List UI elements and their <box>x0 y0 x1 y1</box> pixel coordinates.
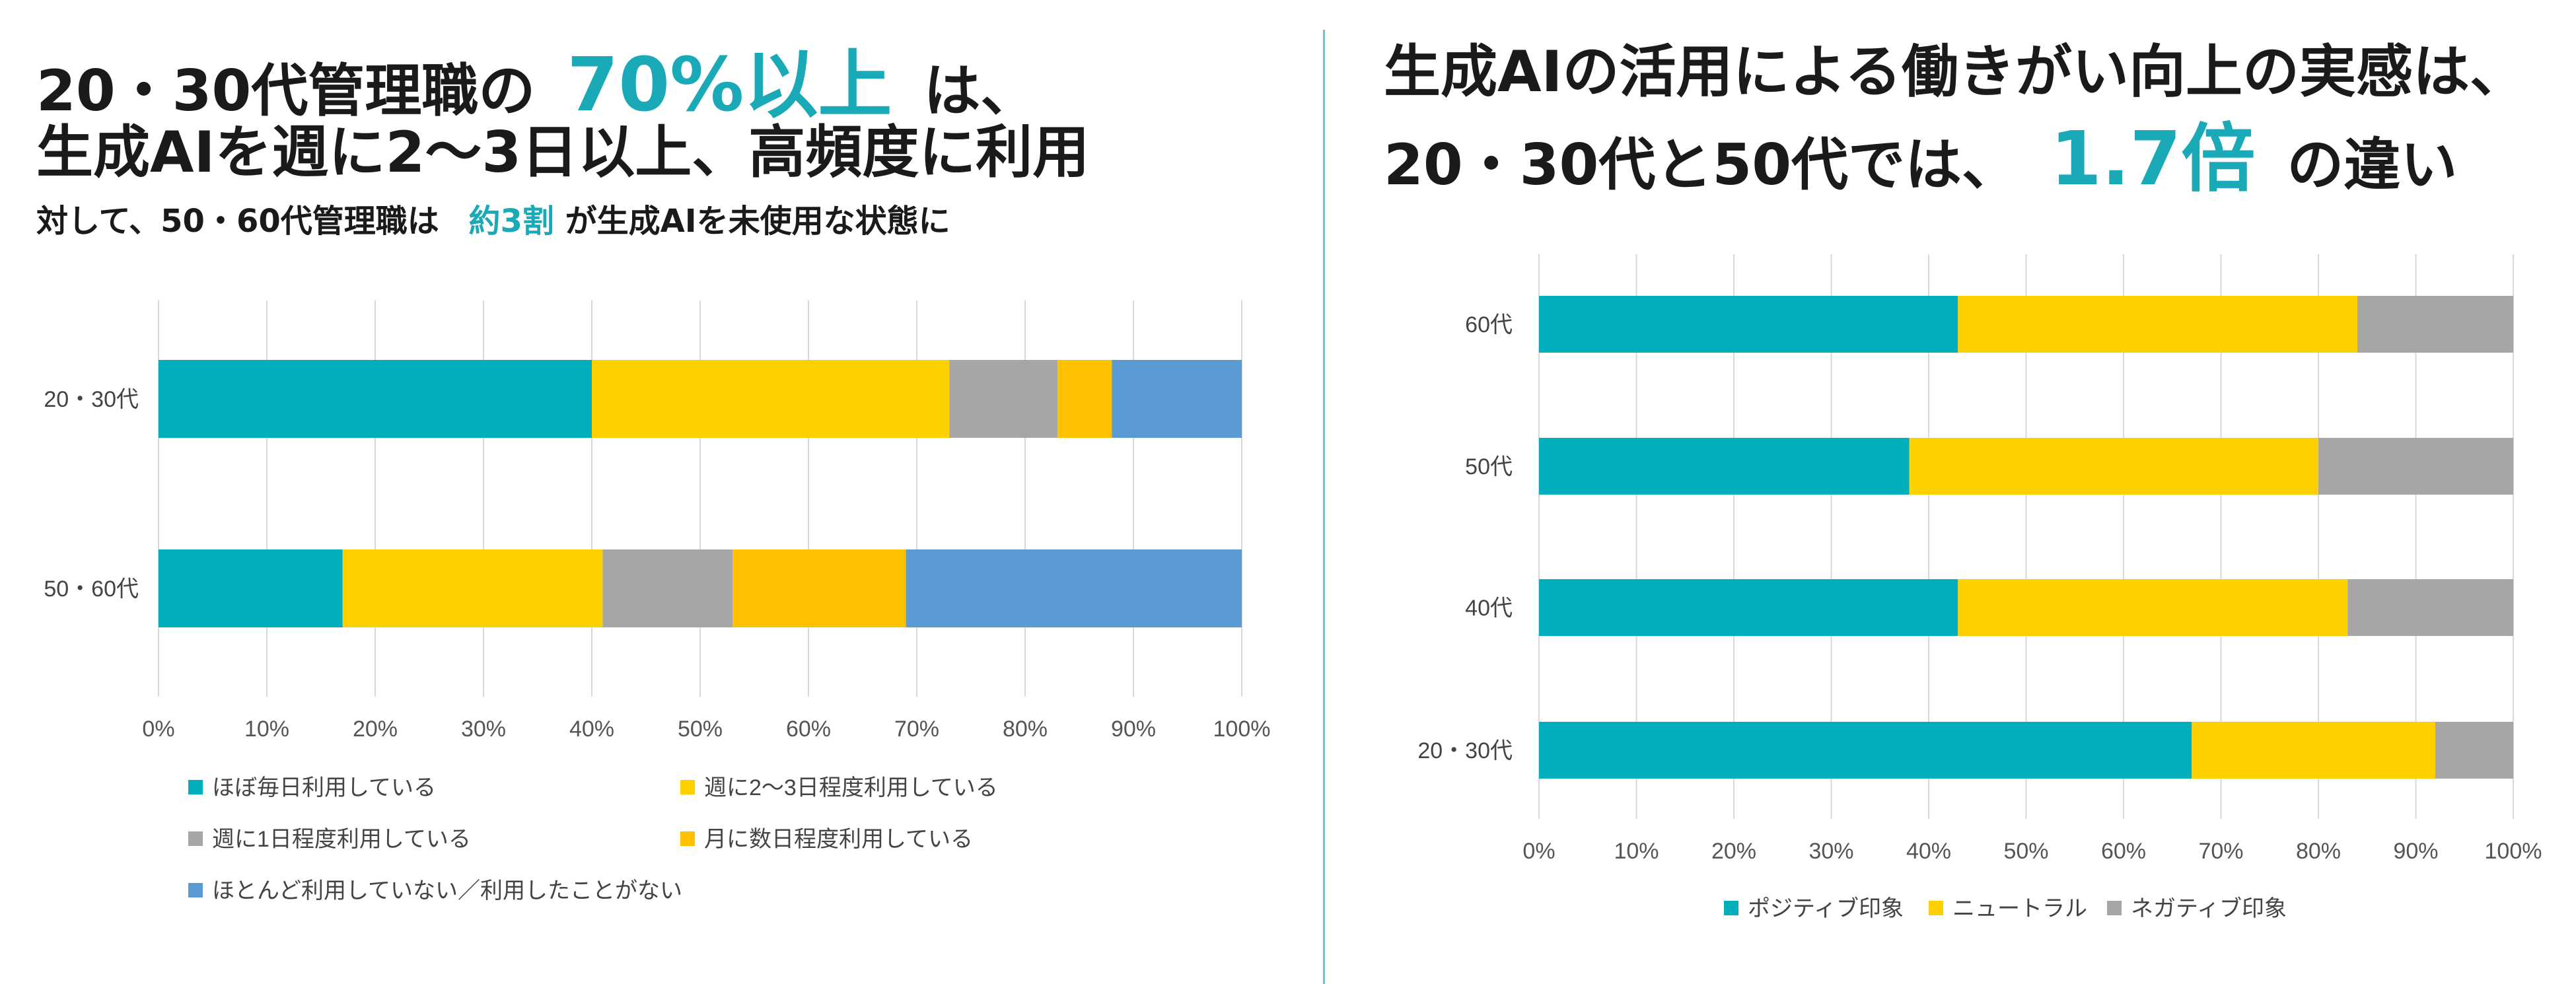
right-bar-1-1 <box>1909 438 2318 495</box>
left-headline-line2: 生成AIを週に2〜3日以上、高頻度に利用 <box>36 120 1090 186</box>
left-bar-0-1 <box>592 360 950 438</box>
right-x-tick-label: 40% <box>1906 839 1951 864</box>
left-category-label: 20・30代 <box>44 387 139 412</box>
right-x-tick-label: 70% <box>2198 839 2243 864</box>
left-x-tick-label: 60% <box>786 717 831 742</box>
right-x-tick-label: 0% <box>1522 839 1555 864</box>
right-legend-label: ネガティブ印象 <box>2131 896 2287 921</box>
left-x-tick-label: 30% <box>461 717 506 742</box>
right-x-tick-label: 30% <box>1808 839 1853 864</box>
right-legend-swatch <box>1724 901 1738 915</box>
left-bar-0-3 <box>1057 360 1112 438</box>
left-headline-pre: 20・30代管理職の <box>36 58 536 124</box>
left-bar-1-1 <box>342 549 603 627</box>
right-x-tick-label: 20% <box>1711 839 1756 864</box>
left-sub-highlight: 約3割 <box>468 203 554 240</box>
right-legend-label: ニュートラル <box>1952 896 2087 921</box>
right-bar-0-0 <box>1539 296 1958 353</box>
right-legend-swatch <box>1929 901 1943 915</box>
left-headline-post: は、 <box>923 58 1038 124</box>
right-category-label: 50代 <box>1465 454 1513 479</box>
left-legend-label: ほぼ毎日利用している <box>212 775 436 800</box>
left-bar-0-0 <box>159 360 592 438</box>
right-x-tick-label: 80% <box>2296 839 2341 864</box>
right-headline-pre: 20・30代と50代では、 <box>1384 132 2019 198</box>
right-x-tick-label: 10% <box>1614 839 1659 864</box>
right-headline-highlight: 1.7倍 <box>2050 116 2256 202</box>
panel-divider <box>1323 30 1325 984</box>
right-category-label: 20・30代 <box>1417 738 1513 763</box>
left-x-tick-label: 0% <box>142 717 174 742</box>
left-bar-0-4 <box>1112 360 1242 438</box>
right-headline-post: の違い <box>2287 132 2458 198</box>
left-sub-post: が生成AIを未使用な状態に <box>565 203 950 240</box>
left-bar-0-2 <box>949 360 1058 438</box>
right-category-label: 40代 <box>1465 596 1513 621</box>
right-bar-0-2 <box>2357 296 2513 353</box>
right-bar-2-2 <box>2347 579 2513 636</box>
left-x-tick-label: 40% <box>569 717 614 742</box>
right-headline-line1: 生成AIの活用による働きがい向上の実感は、 <box>1384 39 2526 105</box>
left-headline-line1: 20・30代管理職の 70%以上 は、 <box>36 25 1037 132</box>
right-x-tick-label: 60% <box>2101 839 2146 864</box>
left-legend-swatch <box>188 831 203 846</box>
left-legend-label: 月に数日程度利用している <box>704 827 973 852</box>
right-bar-2-1 <box>1958 579 2348 636</box>
left-bar-1-4 <box>906 549 1242 627</box>
left-bar-1-0 <box>159 549 343 627</box>
left-x-tick-label: 20% <box>353 717 398 742</box>
left-x-tick-label: 50% <box>678 717 723 742</box>
right-bar-3-0 <box>1539 722 2192 779</box>
left-sub-pre: 対して、50・60代管理職は <box>36 203 439 240</box>
left-headline-highlight: 70%以上 <box>567 42 892 128</box>
left-category-label: 50・60代 <box>44 577 139 602</box>
right-x-tick-label: 50% <box>2003 839 2048 864</box>
right-bar-0-1 <box>1958 296 2357 353</box>
right-x-tick-label: 90% <box>2393 839 2438 864</box>
left-legend-swatch <box>188 780 203 794</box>
left-bar-1-3 <box>733 549 906 627</box>
right-bar-3-2 <box>2435 722 2513 779</box>
left-x-tick-label: 100% <box>1213 717 1271 742</box>
right-bar-2-0 <box>1539 579 1958 636</box>
left-legend-label: 週に1日程度利用している <box>212 827 471 852</box>
left-x-tick-label: 90% <box>1111 717 1156 742</box>
right-bar-3-1 <box>2192 722 2435 779</box>
right-headline-line2: 20・30代と50代では、 1.7倍 の違い <box>1384 99 2457 206</box>
left-legend-swatch <box>680 780 695 794</box>
right-x-tick-label: 100% <box>2485 839 2542 864</box>
right-legend-swatch <box>2107 901 2122 915</box>
left-legend-label: 週に2〜3日程度利用している <box>704 775 998 800</box>
left-legend-swatch <box>188 883 203 897</box>
left-x-tick-label: 70% <box>894 717 939 742</box>
right-bar-1-2 <box>2318 438 2513 495</box>
left-legend-label: ほとんど利用していない／利用したことがない <box>212 878 682 903</box>
right-bar-1-0 <box>1539 438 1910 495</box>
left-legend-swatch <box>680 831 695 846</box>
right-legend-label: ポジティブ印象 <box>1748 896 1904 921</box>
right-category-label: 60代 <box>1465 312 1513 337</box>
left-x-tick-label: 10% <box>244 717 289 742</box>
left-subheadline: 対して、50・60代管理職は 約3割 が生成AIを未使用な状態に <box>36 195 950 241</box>
left-x-tick-label: 80% <box>1003 717 1048 742</box>
left-bar-1-2 <box>602 549 733 627</box>
